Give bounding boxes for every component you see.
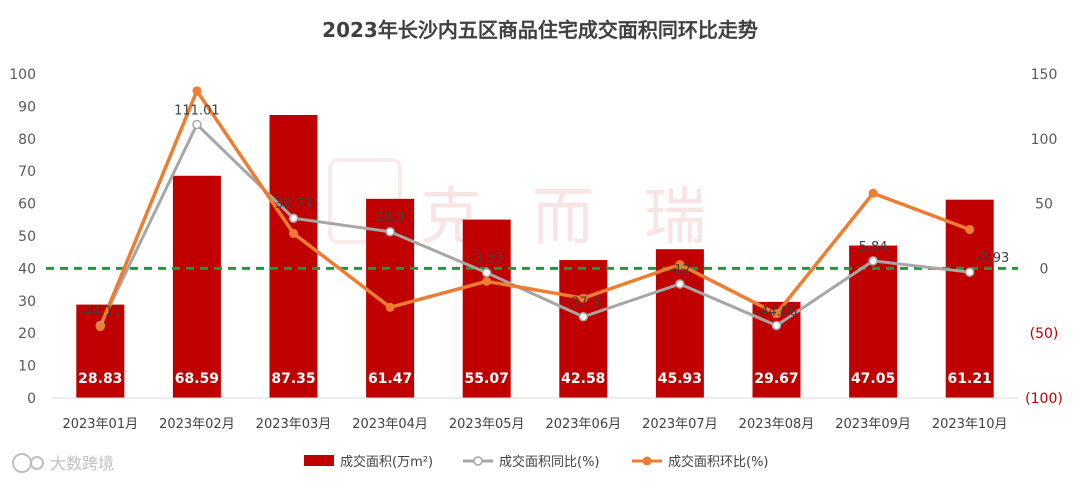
yoy-point [675,279,685,289]
yoy-data-label: -2.93 [976,251,1010,266]
bar-data-label: 55.07 [465,371,509,387]
footer-logo: 大数跨境 [12,453,114,473]
mom-point [482,276,492,286]
yoy-line [98,123,970,328]
left-axis-tick: 10 [18,359,36,375]
mom-point [95,322,105,332]
yoy-point [771,320,782,331]
mom-point [578,293,588,303]
left-axis-tick: 90 [18,99,36,115]
line-series: -44.11 111.01 38.73 28.3 -3.33 -37.3 -12 -44.06… [79,86,1010,332]
left-axis-tick: 70 [18,164,36,180]
bar-data-label: 87.35 [271,371,315,387]
yoy-point [868,256,878,266]
bar-data-label: 29.67 [754,371,798,387]
bar [269,114,318,399]
legend-marker-mom [642,456,652,466]
x-axis-tick: 2023年06月 [545,417,621,432]
x-axis-tick: 2023年08月 [739,417,815,432]
yoy-point [385,226,395,237]
mom-point [675,260,685,270]
legend-label: 成交面积环比(%) [668,454,769,470]
x-axis: 2023年01月 2023年02月 2023年03月 2023年04月 2023年05月… [52,397,1018,432]
yoy-data-label: -44.06 [756,305,798,320]
right-axis-tick: 100 [1031,132,1058,148]
legend-swatch-bar [304,455,334,466]
logo-text: 大数跨境 [50,454,114,473]
left-axis: 0 10 20 30 40 50 60 70 80 90 100 [9,67,36,407]
x-axis-tick: 2023年05月 [449,417,525,432]
bar-data-label: 28.83 [78,371,122,387]
yoy-data-label: 111.01 [174,104,220,119]
left-axis-tick: 30 [18,294,36,310]
mom-point [385,302,395,312]
x-axis-tick: 2023年07月 [642,417,718,432]
yoy-data-label: 38.73 [275,197,312,212]
yoy-point [964,267,975,277]
right-axis-tick: 0 [1040,261,1049,277]
bar [172,175,221,398]
legend-marker-yoy [473,456,483,466]
bar-data-label: 61.47 [368,371,412,387]
yoy-point [288,213,299,223]
left-axis-tick: 60 [18,197,36,213]
yoy-data-label: -3.33 [470,252,504,267]
left-axis-tick: 20 [18,326,36,342]
mom-point [192,86,202,96]
logo-icon [12,453,32,473]
yoy-point [192,119,202,130]
right-axis-tick: (50) [1030,326,1059,342]
yoy-data-label: -44.11 [79,305,121,320]
left-axis-tick: 80 [18,132,36,148]
mom-point [868,188,878,198]
logo-icon-dot [30,456,44,470]
x-axis-tick: 2023年04月 [352,417,428,432]
yoy-data-label: 5.84 [859,240,888,255]
yoy-point [578,311,589,322]
left-axis-tick: 40 [18,261,36,277]
right-axis-tick: 50 [1035,197,1053,213]
mom-line [98,89,971,328]
bar [462,219,511,398]
x-axis-tick: 2023年09月 [835,417,911,432]
bar-data-label: 42.58 [561,371,605,387]
bar-data-label: 47.05 [851,371,895,387]
yoy-data-label: -37.3 [566,296,600,311]
mom-point [965,225,975,235]
right-axis-tick: (100) [1025,391,1063,407]
bar-data-label: 68.59 [175,371,219,387]
bar-data-label: 61.21 [948,371,992,387]
yoy-data-label: 28.3 [376,211,405,226]
mom-point [289,228,298,238]
legend: 成交面积(万m²) 成交面积同比(%) 成交面积环比(%) [304,454,769,470]
chart-title: 2023年长沙内五区商品住宅成交面积同环比走势 [322,18,758,42]
yoy-data-label: -12 [669,263,690,278]
yoy-point [481,267,492,278]
legend-label: 成交面积同比(%) [499,454,600,470]
left-axis-tick: 0 [27,391,36,407]
bar [559,260,608,398]
right-axis: (100) (50) 0 50 100 150 [1025,67,1063,407]
left-axis-tick: 100 [9,67,36,83]
bar [76,304,125,398]
mom-point [772,309,781,319]
x-axis-tick: 2023年02月 [159,417,235,432]
bar-data-label: 45.93 [658,371,702,387]
bar-series: 28.83 68.59 87.35 61.47 55.07 42.58 45.93 29.67… [76,114,994,399]
left-axis-tick: 50 [18,229,36,245]
x-axis-tick: 2023年01月 [62,417,138,432]
legend-label: 成交面积(万m²) [340,454,433,470]
right-axis-tick: 150 [1031,67,1058,83]
x-axis-tick: 2023年03月 [256,417,332,432]
x-axis-tick: 2023年10月 [932,417,1008,432]
